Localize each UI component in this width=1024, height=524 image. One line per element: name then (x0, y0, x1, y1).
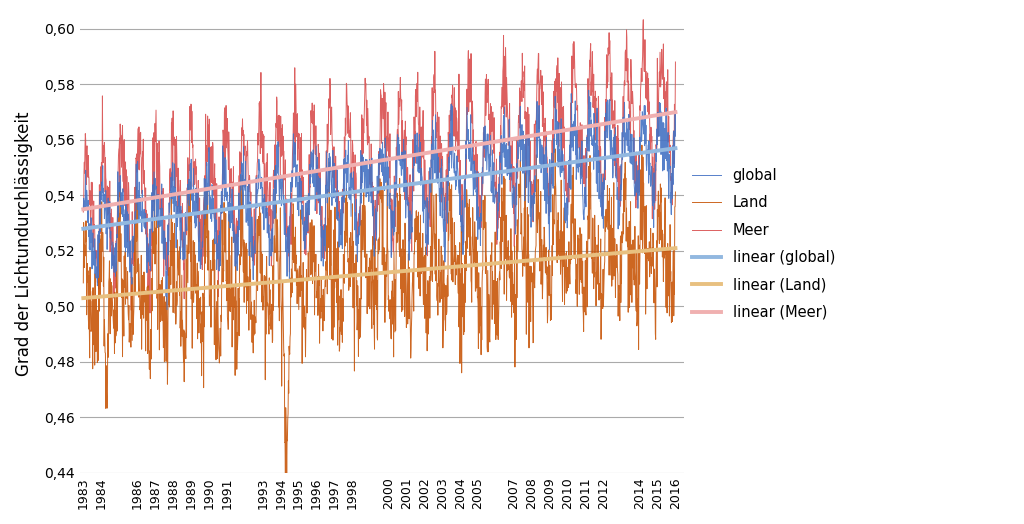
Land (645, 254, 657, 260)
global (583, 87, 595, 93)
global (161, 307, 173, 313)
Meer (670, 59, 682, 65)
Land (432, 312, 444, 318)
Land (281, 483, 293, 489)
Y-axis label: Grad der Lichtundurchlässigkeit: Grad der Lichtundurchlässigkeit (15, 112, 33, 376)
global (670, 133, 682, 139)
global (129, 216, 141, 222)
Line: Land: Land (83, 145, 676, 486)
Land (670, 189, 682, 195)
Meer (143, 310, 156, 316)
Land (596, 301, 608, 308)
global (335, 226, 347, 233)
Land (77, 280, 89, 286)
Legend: global, Land, Meer, linear (global), linear (Land), linear (Meer): global, Land, Meer, linear (global), lin… (691, 168, 835, 320)
Line: global: global (83, 90, 676, 310)
Meer (77, 209, 89, 215)
Meer (283, 253, 295, 259)
Meer (432, 175, 444, 181)
global (432, 179, 444, 185)
Land (636, 142, 648, 148)
Meer (335, 218, 347, 224)
global (77, 205, 89, 212)
Meer (596, 212, 608, 219)
global (645, 181, 657, 188)
Meer (645, 124, 657, 130)
Meer (637, 17, 649, 23)
global (283, 238, 295, 245)
Meer (129, 191, 141, 197)
Land (129, 220, 141, 226)
global (597, 179, 609, 185)
Land (335, 331, 347, 337)
Line: Meer: Meer (83, 20, 676, 313)
Land (283, 390, 295, 397)
